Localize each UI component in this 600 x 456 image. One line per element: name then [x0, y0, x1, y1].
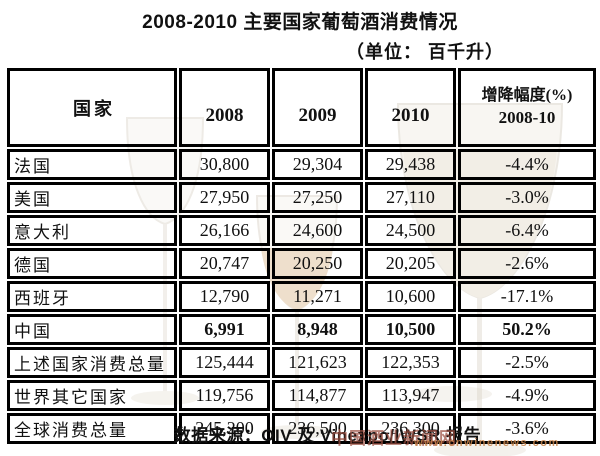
value-2009: 11,271	[272, 281, 363, 312]
wine-glass-base-decor	[412, 386, 492, 402]
value-2009: 121,623	[272, 347, 363, 378]
value-2010: 27,110	[365, 182, 456, 213]
site-watermark-name: 中国酒业新闻网	[331, 429, 457, 448]
country-cell: 美国	[7, 182, 177, 213]
page-title: 2008-2010 主要国家葡萄酒消费情况	[142, 12, 458, 33]
value-2010: 122,353	[365, 347, 456, 378]
value-2010: 236,300	[365, 413, 456, 444]
table-header-row: 国家 2008 2009 2010 增降幅度(%) 2008-10	[7, 68, 596, 147]
country-cell: 上述国家消费总量	[7, 347, 177, 378]
header-change: 增降幅度(%) 2008-10	[458, 68, 596, 147]
country-cell: 法国	[7, 149, 177, 180]
table-row-above-total: 上述国家消费总量 125,444 121,623 122,353 -2.5%	[7, 347, 596, 378]
value-2008: 245,200	[179, 413, 270, 444]
value-2010: 10,500	[365, 314, 456, 345]
country-cell: 西班牙	[7, 281, 177, 312]
table-row-germany: 德国 20,747 20,250 20,205 -2.6%	[7, 248, 596, 279]
table-row-france: 法国 30,800 29,304 29,438 -4.4%	[7, 149, 596, 180]
value-2008: 26,166	[179, 215, 270, 246]
value-2010: 24,500	[365, 215, 456, 246]
value-2009: 236,500	[272, 413, 363, 444]
value-change: -2.6%	[458, 248, 596, 279]
value-2009: 8,948	[272, 314, 363, 345]
data-source-note: 数据来源：OIV 及 Vinexpo/IWSR 报告	[173, 426, 482, 445]
value-2008: 20,747	[179, 248, 270, 279]
header-country: 国家	[7, 68, 177, 147]
header-2010: 2010	[365, 68, 456, 147]
value-2008: 6,991	[179, 314, 270, 345]
value-2010: 20,205	[365, 248, 456, 279]
value-change: 50.2%	[458, 314, 596, 345]
value-2010: 29,438	[365, 149, 456, 180]
table-row-italy: 意大利 26,166 24,600 24,500 -6.4%	[7, 215, 596, 246]
country-cell: 世界其它国家	[7, 380, 177, 411]
header-change-line1: 增降幅度(%)	[481, 87, 573, 105]
value-change: -4.4%	[458, 149, 596, 180]
table-row-global-total: 全球消费总量 245,200 236,500 236,300 -3.6%	[7, 413, 596, 444]
unit-note: （单位： 百千升）	[345, 42, 504, 62]
value-2009: 29,304	[272, 149, 363, 180]
wine-consumption-table: 国家 2008 2009 2010 增降幅度(%) 2008-10 法国 30,…	[5, 66, 598, 446]
value-2008: 125,444	[179, 347, 270, 378]
value-change: -17.1%	[458, 281, 596, 312]
value-2008: 27,950	[179, 182, 270, 213]
value-change: -3.6%	[458, 413, 596, 444]
header-2008: 2008	[179, 68, 270, 147]
country-cell: 德国	[7, 248, 177, 279]
country-cell: 全球消费总量	[7, 413, 177, 444]
header-2009: 2009	[272, 68, 363, 147]
table-row-spain: 西班牙 12,790 11,271 10,600 -17.1%	[7, 281, 596, 312]
value-change: -6.4%	[458, 215, 596, 246]
value-2008: 30,800	[179, 149, 270, 180]
value-change: -2.5%	[458, 347, 596, 378]
table-row-rest-of-world: 世界其它国家 119,756 114,877 113,947 -4.9%	[7, 380, 596, 411]
value-2009: 27,250	[272, 182, 363, 213]
value-2008: 12,790	[179, 281, 270, 312]
site-watermark-url: www.cnwinenews.com	[414, 437, 560, 449]
value-2008: 119,756	[179, 380, 270, 411]
country-cell: 中国	[7, 314, 177, 345]
value-2009: 20,250	[272, 248, 363, 279]
value-2009: 114,877	[272, 380, 363, 411]
country-cell: 意大利	[7, 215, 177, 246]
table-row-china: 中国 6,991 8,948 10,500 50.2%	[7, 314, 596, 345]
header-change-line2: 2008-10	[498, 107, 556, 127]
table-row-usa: 美国 27,950 27,250 27,110 -3.0%	[7, 182, 596, 213]
value-2010: 10,600	[365, 281, 456, 312]
value-2010: 113,947	[365, 380, 456, 411]
value-2009: 24,600	[272, 215, 363, 246]
value-change: -4.9%	[458, 380, 596, 411]
value-change: -3.0%	[458, 182, 596, 213]
